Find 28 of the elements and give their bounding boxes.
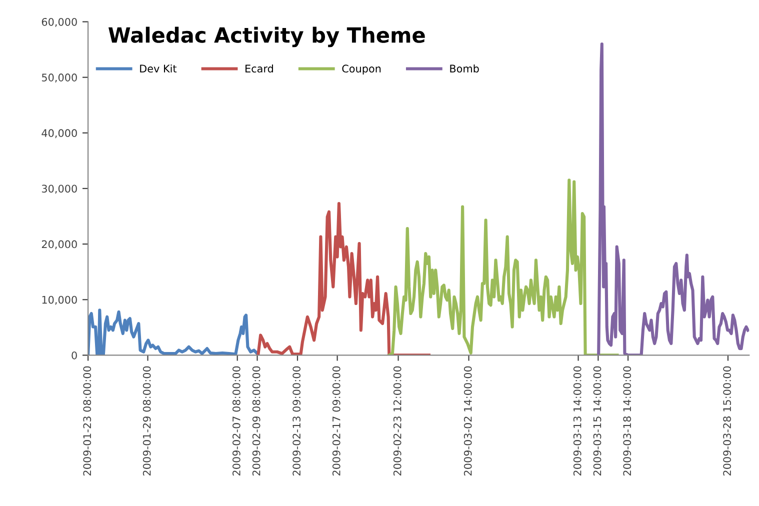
legend-label: Dev Kit	[140, 64, 177, 73]
legend-label: Bomb	[450, 64, 479, 73]
y-tick-label: 10,000	[42, 296, 77, 305]
legend-label: Ecard	[246, 64, 273, 73]
line-series	[256, 202, 430, 356]
y-tick-label: 20,000	[42, 240, 77, 250]
x-tick-label: 2009-02-23 12:00:00	[393, 366, 402, 476]
line-series	[388, 178, 619, 356]
legend-label: Coupon	[342, 64, 381, 75]
x-tick-label: 2009-03-02 14:00:00	[464, 366, 472, 476]
y-tick-label: 50,000	[42, 74, 77, 82]
y-tick-label: 60,000	[42, 18, 77, 27]
y-tick-label: 40,000	[42, 129, 77, 138]
line-series	[597, 42, 750, 356]
x-tick-label: 2009-01-23 08:00:00	[83, 366, 92, 476]
x-tick-label: 2009-03-28 15:00:00	[723, 366, 732, 476]
x-tick-label: 2009-02-07 08:00:00	[232, 366, 240, 476]
y-tick-label: 30,000	[42, 184, 77, 194]
x-tick-label: 2009-02-09 08:00:00	[252, 366, 260, 476]
x-tick-label: 2009-01-29 08:00:00	[142, 366, 151, 476]
y-tick-label: 0	[72, 351, 77, 360]
chart-title: Waledac Activity by Theme	[108, 26, 425, 48]
x-tick-label: 2009-02-13 09:00:00	[292, 366, 301, 476]
line-series	[88, 308, 259, 356]
x-tick-label: 2009-02-17 09:00:00	[332, 366, 340, 476]
x-tick-label: 2009-03-15 14:00:00	[593, 366, 602, 476]
x-tick-label: 2009-03-13 14:00:00	[573, 366, 582, 476]
x-tick-label: 2009-03-18 14:00:00	[623, 366, 632, 476]
